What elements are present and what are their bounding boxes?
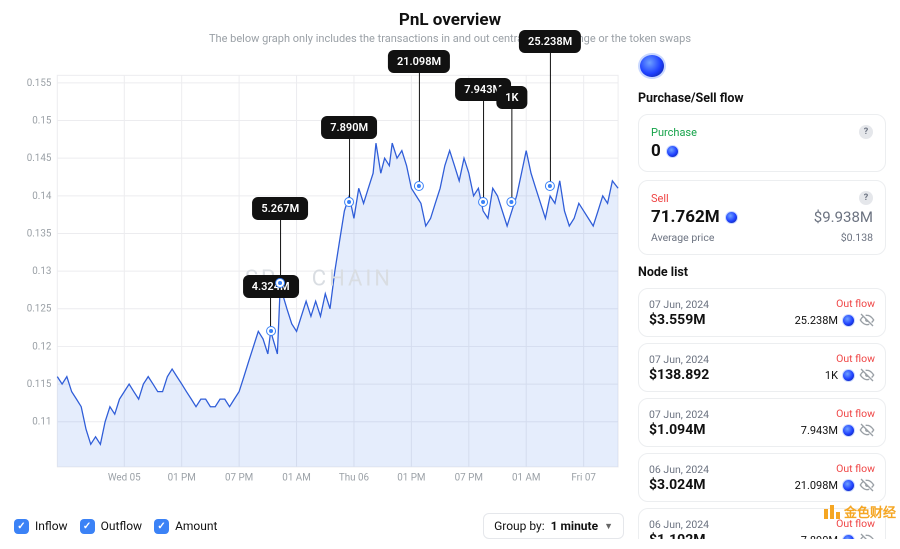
svg-text:0.135: 0.135 [27, 228, 52, 239]
node-amount: $1.102M [649, 532, 709, 539]
svg-text:0.13: 0.13 [32, 266, 51, 277]
flow-section-title: Purchase/Sell flow [638, 91, 886, 106]
svg-text:Fri 07: Fri 07 [571, 473, 596, 484]
groupby-value: 1 minute [551, 519, 598, 533]
chart-callout: 7.890M [321, 116, 377, 206]
node-flow-label: Out flow [836, 352, 875, 365]
svg-text:07 PM: 07 PM [225, 473, 253, 484]
node-qty: 25.238M [795, 314, 838, 327]
purchase-value: 0 [651, 141, 661, 161]
svg-text:01 AM: 01 AM [282, 473, 310, 484]
callout-dot [276, 279, 284, 287]
eye-off-icon[interactable] [859, 477, 875, 493]
eye-off-icon[interactable] [859, 422, 875, 438]
svg-text:0.11: 0.11 [32, 417, 51, 428]
callout-dot [345, 198, 353, 206]
info-icon[interactable]: ? [859, 191, 873, 205]
token-icon [725, 211, 738, 224]
callout-dot [267, 327, 275, 335]
callout-label: 25.238M [519, 30, 581, 53]
node-amount: $138.892 [649, 367, 709, 383]
outflow-checkbox[interactable]: ✓Outflow [80, 519, 142, 534]
node-item[interactable]: 06 Jun, 2024 $1.102M Out flow 7.890M [638, 508, 886, 539]
svg-text:01 AM: 01 AM [512, 473, 540, 484]
chart-callout: 25.238M [519, 30, 581, 190]
node-amount: $1.094M [649, 422, 709, 438]
avg-price-value: $0.138 [841, 231, 873, 244]
node-flow-label: Out flow [836, 407, 875, 420]
node-flow-label: Out flow [836, 462, 875, 475]
node-flow-label: Out flow [836, 297, 875, 310]
purchase-label: Purchase [651, 126, 697, 139]
svg-text:0.145: 0.145 [27, 153, 52, 164]
page-title: PnL overview [0, 10, 900, 30]
node-qty: 7.890M [801, 534, 838, 539]
token-icon [842, 424, 855, 437]
callout-dot [415, 182, 423, 190]
node-date: 07 Jun, 2024 [649, 298, 709, 311]
node-item[interactable]: 07 Jun, 2024 $1.094M Out flow 7.943M [638, 398, 886, 447]
svg-text:Thu 06: Thu 06 [339, 473, 370, 484]
node-flow-label: Out flow [836, 517, 875, 530]
node-amount: $3.559M [649, 312, 709, 328]
token-icon [666, 145, 679, 158]
sell-label: Sell [651, 192, 669, 205]
nodelist-title: Node list [638, 265, 886, 280]
svg-text:Wed 05: Wed 05 [108, 473, 141, 484]
svg-text:0.155: 0.155 [27, 78, 52, 89]
controls-bar: ✓Inflow ✓Outflow ✓Amount Group by: 1 min… [14, 505, 624, 539]
node-date: 07 Jun, 2024 [649, 408, 709, 421]
sell-card: Sell? 71.762M $9.938M Average price $0.13… [638, 180, 886, 255]
node-date: 06 Jun, 2024 [649, 518, 709, 531]
svg-text:0.115: 0.115 [27, 379, 52, 390]
inflow-checkbox[interactable]: ✓Inflow [14, 519, 68, 534]
chart-area: 0.11 0.115 0.12 0.125 0.13 0.135 0.14 0.145 0.15… [14, 53, 624, 505]
token-icon [842, 479, 855, 492]
info-icon[interactable]: ? [859, 125, 873, 139]
node-item[interactable]: 07 Jun, 2024 $138.892 Out flow 1K [638, 343, 886, 392]
eye-off-icon[interactable] [859, 312, 875, 328]
svg-text:07 PM: 07 PM [455, 473, 483, 484]
svg-text:0.125: 0.125 [27, 304, 52, 315]
eye-off-icon[interactable] [859, 367, 875, 383]
svg-text:0.14: 0.14 [32, 191, 52, 202]
node-list: 07 Jun, 2024 $3.559M Out flow 25.238M 07… [638, 288, 886, 539]
node-item[interactable]: 06 Jun, 2024 $3.024M Out flow 21.098M [638, 453, 886, 502]
chevron-down-icon: ▼ [604, 521, 613, 532]
callout-dot [479, 198, 487, 206]
svg-text:01 PM: 01 PM [397, 473, 425, 484]
chart-callout: 21.098M [388, 50, 450, 190]
svg-text:01 PM: 01 PM [168, 473, 196, 484]
sell-value: 71.762M [651, 207, 720, 227]
node-date: 06 Jun, 2024 [649, 463, 709, 476]
node-amount: $3.024M [649, 477, 709, 493]
token-avatar [638, 53, 666, 79]
amount-checkbox[interactable]: ✓Amount [154, 519, 217, 534]
groupby-select[interactable]: Group by: 1 minute ▼ [483, 513, 624, 539]
purchase-card: Purchase? 0 [638, 114, 886, 172]
token-icon [842, 314, 855, 327]
groupby-label: Group by: [494, 519, 545, 533]
node-date: 07 Jun, 2024 [649, 353, 709, 366]
token-icon [842, 369, 855, 382]
node-qty: 21.098M [795, 479, 838, 492]
node-qty: 1K [825, 369, 838, 382]
node-qty: 7.943M [801, 424, 838, 437]
sell-usd: $9.938M [814, 208, 873, 226]
chart-callout: 5.267M [252, 197, 308, 287]
avg-price-label: Average price [651, 231, 714, 244]
callout-dot [546, 182, 554, 190]
token-icon [842, 534, 855, 539]
node-item[interactable]: 07 Jun, 2024 $3.559M Out flow 25.238M [638, 288, 886, 337]
svg-text:0.15: 0.15 [32, 115, 52, 126]
callout-dot [508, 198, 516, 206]
eye-off-icon[interactable] [859, 532, 875, 539]
callout-label: 21.098M [388, 50, 450, 73]
page-subtitle: The below graph only includes the transa… [0, 32, 900, 45]
callout-label: 5.267M [252, 197, 308, 220]
svg-text:0.12: 0.12 [32, 341, 52, 352]
callout-label: 7.890M [321, 116, 377, 139]
